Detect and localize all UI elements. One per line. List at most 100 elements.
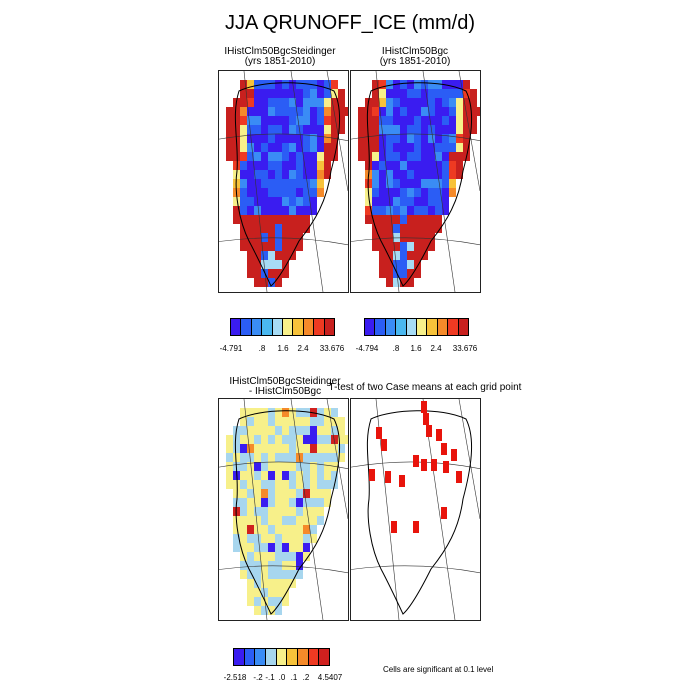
map-cell xyxy=(254,444,261,453)
map-cell xyxy=(435,125,442,134)
map-cell xyxy=(310,489,317,498)
map-cell xyxy=(296,206,303,215)
map-cell xyxy=(386,188,393,197)
map-cell xyxy=(240,197,247,206)
map-cell xyxy=(449,143,456,152)
map-cell xyxy=(324,107,331,116)
map-cell xyxy=(421,251,428,260)
map-cell xyxy=(324,417,331,426)
map-cell xyxy=(386,89,393,98)
map-cell xyxy=(414,89,421,98)
significant-cell xyxy=(413,521,419,533)
map-cell xyxy=(275,462,282,471)
map-cell xyxy=(261,152,268,161)
significant-cell xyxy=(436,429,442,441)
map-cell xyxy=(435,107,442,116)
map-cell xyxy=(338,89,345,98)
map-cell xyxy=(275,453,282,462)
map-cell xyxy=(317,408,324,417)
map-cell xyxy=(275,606,282,615)
map-cell xyxy=(324,453,331,462)
map-cell xyxy=(254,215,261,224)
map-cell xyxy=(240,489,247,498)
map-cell xyxy=(372,170,379,179)
map-cell xyxy=(240,408,247,417)
map-cell xyxy=(296,552,303,561)
map-cell xyxy=(414,251,421,260)
map-cell xyxy=(442,206,449,215)
map-cell xyxy=(282,107,289,116)
map-cell xyxy=(247,116,254,125)
map-cell xyxy=(435,89,442,98)
map-cell xyxy=(414,125,421,134)
map-cell xyxy=(275,426,282,435)
map-cell xyxy=(268,251,275,260)
map-cell xyxy=(254,606,261,615)
map-cell xyxy=(421,161,428,170)
map-cell xyxy=(407,224,414,233)
map-cell xyxy=(282,251,289,260)
map-cell xyxy=(233,152,240,161)
map-cell xyxy=(282,152,289,161)
map-cell xyxy=(414,215,421,224)
map-cell xyxy=(310,206,317,215)
map-cell xyxy=(372,206,379,215)
map-cell xyxy=(268,426,275,435)
map-cell xyxy=(261,260,268,269)
map-cell xyxy=(247,242,254,251)
map-cell xyxy=(310,435,317,444)
map-cell xyxy=(282,170,289,179)
map-cell xyxy=(310,134,317,143)
map-cell xyxy=(261,179,268,188)
map-cell xyxy=(317,188,324,197)
map-cell xyxy=(407,170,414,179)
map-cell xyxy=(393,179,400,188)
longitude-line xyxy=(326,71,348,192)
map-cell xyxy=(296,197,303,206)
map-cell xyxy=(289,251,296,260)
map-cell xyxy=(261,233,268,242)
map-cell xyxy=(296,471,303,480)
map-cell xyxy=(400,134,407,143)
map-cell xyxy=(275,80,282,89)
map-cell xyxy=(435,197,442,206)
panel-3-title-line2: - IHistClm50Bgc xyxy=(248,386,322,397)
map-cell xyxy=(379,80,386,89)
map-cell xyxy=(324,426,331,435)
map-cell xyxy=(331,107,338,116)
map-cell xyxy=(289,170,296,179)
cbar2-swatch xyxy=(457,318,470,336)
map-cell xyxy=(386,80,393,89)
map-cell xyxy=(282,426,289,435)
map-graticule xyxy=(219,399,348,620)
map-cell xyxy=(442,125,449,134)
map-cell xyxy=(414,134,421,143)
map-cell xyxy=(247,561,254,570)
map-cell xyxy=(421,134,428,143)
map-cell xyxy=(254,161,261,170)
map-cell xyxy=(261,435,268,444)
map-cell xyxy=(428,197,435,206)
cbar3-label-5: .2 xyxy=(302,673,310,682)
significant-cell xyxy=(441,443,447,455)
map-cell xyxy=(296,534,303,543)
map-cell xyxy=(275,579,282,588)
map-cell xyxy=(254,89,261,98)
map-cell xyxy=(268,471,275,480)
map-cell xyxy=(289,444,296,453)
map-cell xyxy=(296,498,303,507)
map-cell xyxy=(379,116,386,125)
map-cell xyxy=(254,80,261,89)
map-cell xyxy=(275,534,282,543)
map-cell xyxy=(324,134,331,143)
map-cell xyxy=(324,161,331,170)
map-cell xyxy=(289,579,296,588)
map-cell xyxy=(247,134,254,143)
map-cell xyxy=(275,498,282,507)
map-cell xyxy=(268,215,275,224)
map-cell xyxy=(365,152,372,161)
map-cell xyxy=(247,435,254,444)
map-cell xyxy=(400,242,407,251)
map-cell xyxy=(303,89,310,98)
map-cell xyxy=(393,134,400,143)
